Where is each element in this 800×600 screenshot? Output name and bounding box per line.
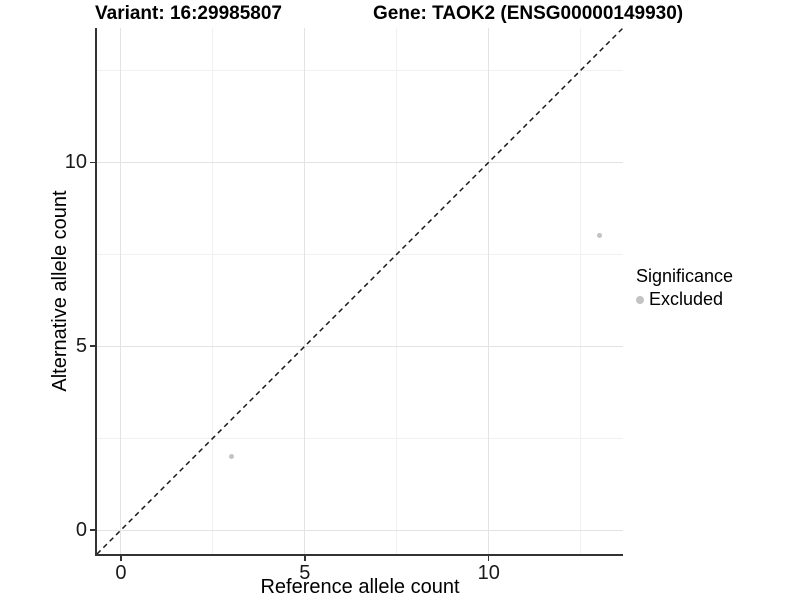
gridline-y-minor bbox=[97, 253, 623, 255]
x-tick-mark bbox=[487, 556, 490, 561]
gridline-y-major bbox=[97, 345, 623, 347]
legend-item-excluded: Excluded bbox=[636, 288, 733, 311]
plot-title-variant: Variant: 16:29985807 bbox=[95, 3, 282, 24]
y-tick-mark bbox=[90, 529, 95, 531]
legend-key-dot-icon bbox=[636, 295, 644, 304]
gridline-y-major bbox=[97, 161, 623, 163]
y-tick-label: 0 bbox=[75, 519, 87, 542]
gridline-y-minor bbox=[97, 69, 623, 71]
x-tick-mark bbox=[120, 556, 122, 561]
gridline-x-minor bbox=[212, 28, 214, 554]
gridline-x-major bbox=[488, 28, 490, 554]
y-axis-line bbox=[95, 28, 97, 556]
y-tick-label: 10 bbox=[64, 151, 87, 174]
y-axis-title: Alternative allele count bbox=[49, 190, 71, 392]
gridline-y-minor bbox=[97, 437, 623, 439]
legend-item-label: Excluded bbox=[649, 289, 724, 309]
x-tick-label: 10 bbox=[477, 562, 500, 584]
x-axis-title: Reference allele count bbox=[260, 576, 460, 598]
x-tick-label: 5 bbox=[299, 562, 311, 584]
y-tick-mark bbox=[90, 345, 95, 347]
data-point bbox=[596, 233, 602, 239]
plot-title-gene: Gene: TAOK2 (ENSG00000149930) bbox=[373, 3, 684, 24]
legend: Significance Excluded bbox=[636, 265, 733, 311]
y-tick-mark bbox=[90, 161, 95, 163]
legend-title: Significance bbox=[636, 266, 734, 286]
x-axis-line bbox=[95, 554, 623, 556]
gridline-x-minor bbox=[396, 28, 398, 554]
data-point bbox=[228, 454, 234, 460]
identity-line bbox=[97, 28, 623, 554]
gridline-x-minor bbox=[580, 28, 582, 554]
plot-panel bbox=[97, 28, 623, 554]
gridline-x-major bbox=[304, 28, 306, 554]
gridline-x-major bbox=[120, 28, 122, 554]
y-tick-label: 5 bbox=[75, 335, 87, 358]
x-tick-label: 0 bbox=[115, 562, 127, 584]
gridline-y-major bbox=[97, 529, 623, 531]
x-tick-mark bbox=[304, 556, 306, 561]
